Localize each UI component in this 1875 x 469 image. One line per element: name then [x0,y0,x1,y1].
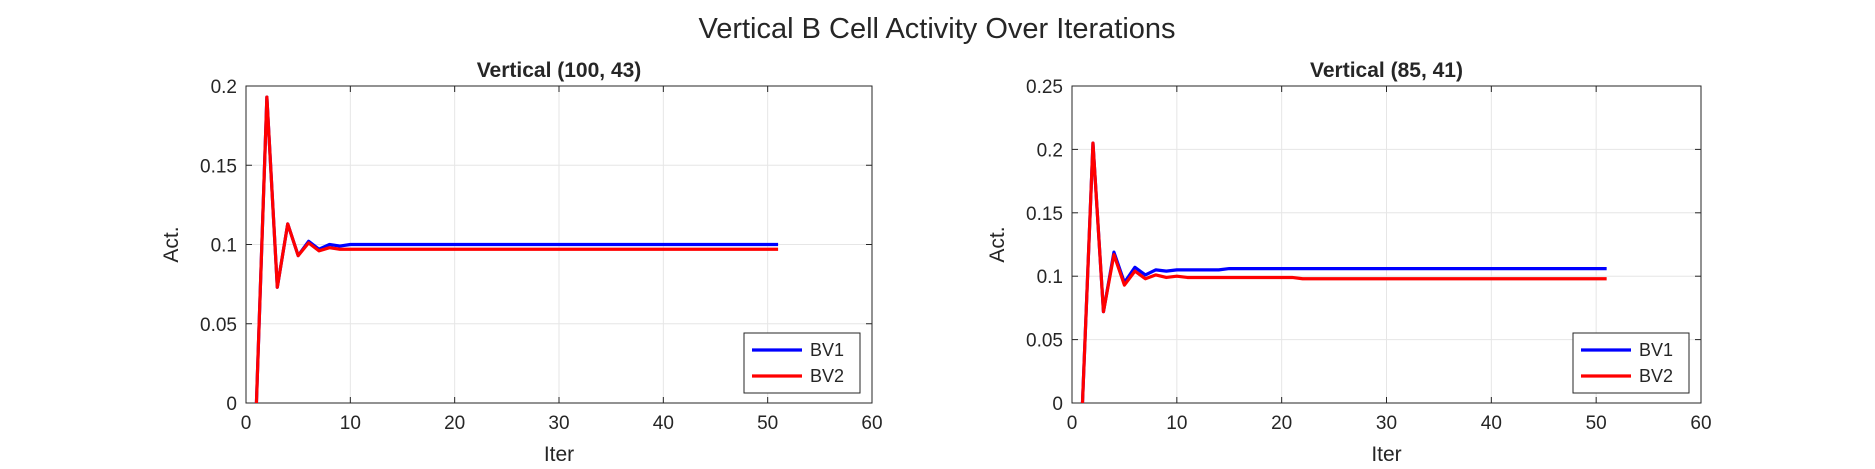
series-line-bv2 [254,95,779,404]
y-tick-label: 0.1 [1037,267,1063,288]
x-tick-label: 60 [861,413,882,434]
x-tick-label: 0 [1067,413,1078,434]
y-axis-label: Act. [160,226,183,262]
legend-label-bv2: BV2 [1639,366,1673,386]
x-tick-label: 30 [1376,413,1397,434]
x-tick-label: 20 [1271,413,1292,434]
y-tick-label: 0.2 [1037,140,1063,161]
subplot-2: 0 10 20 30 40 50 60 0 0.05 0.1 0.15 0.2 0.25 Vertical… [986,59,1712,466]
subplot-title: Vertical (100, 43) [477,59,642,82]
x-tick-label: 10 [1166,413,1187,434]
x-tick-label: 40 [653,413,674,434]
legend-box [1572,332,1690,394]
x-axis-label: Iter [1371,443,1401,466]
x-tick-label: 50 [757,413,778,434]
subplot-1: 0 10 20 30 40 50 60 0 0.05 0.1 0.15 0.2 Vertical (10… [160,59,883,466]
series-line-bv2 [1080,141,1607,404]
x-tick-label: 40 [1481,413,1502,434]
legend-label-bv1: BV1 [1639,340,1673,360]
y-axis-label: Act. [986,226,1009,262]
figure-suptitle: Vertical B Cell Activity Over Iterations [698,13,1175,45]
x-tick-label: 50 [1586,413,1607,434]
x-tick-label: 0 [241,413,252,434]
x-tick-label: 30 [548,413,569,434]
y-tick-label: 0.05 [200,315,237,336]
y-tick-label: 0.15 [1026,204,1063,225]
legend-label-bv1: BV1 [810,340,844,360]
y-tick-label: 0.1 [211,236,237,257]
y-tick-label: 0.05 [1026,331,1063,352]
y-tick-label: 0 [1052,394,1063,415]
series-line-bv1 [254,95,779,404]
y-tick-label: 0.15 [200,156,237,177]
y-tick-label: 0 [226,394,237,415]
x-tick-label: 20 [444,413,465,434]
y-tick-label: 0.2 [211,77,237,98]
legend-box [743,332,861,394]
x-tick-label: 60 [1690,413,1711,434]
legend-label-bv2: BV2 [810,366,844,386]
y-tick-label: 0.25 [1026,77,1063,98]
subplot-title: Vertical (85, 41) [1310,59,1463,82]
series-line-bv1 [1080,141,1607,404]
x-tick-label: 10 [340,413,361,434]
x-axis-label: Iter [544,443,574,466]
